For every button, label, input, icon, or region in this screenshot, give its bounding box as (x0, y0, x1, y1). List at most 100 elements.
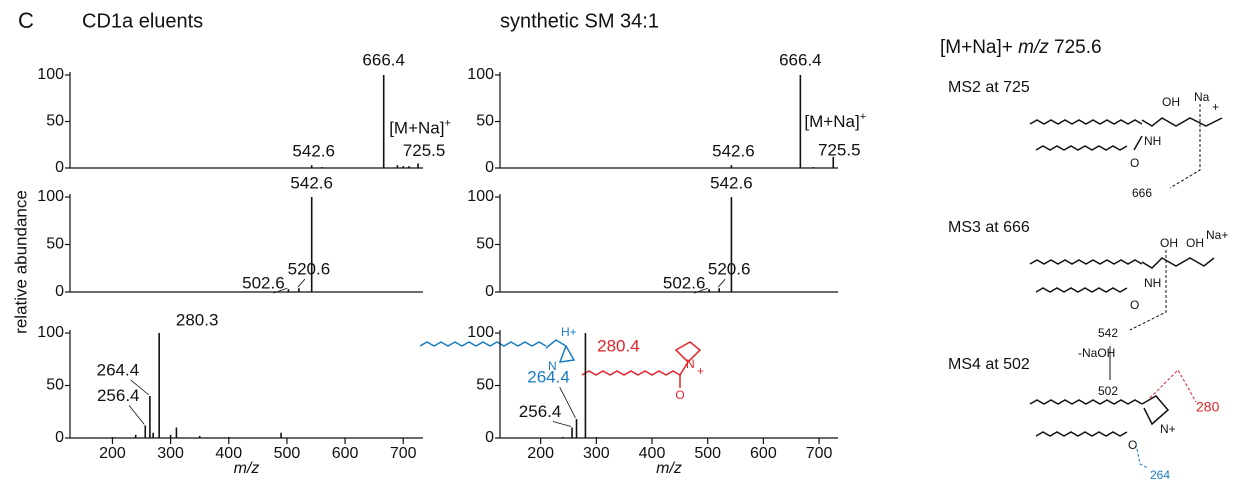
y-tick-label: 0 (485, 429, 494, 446)
annotation-text: [M+Na] (804, 112, 859, 131)
y-tick-label: 50 (476, 236, 494, 253)
y-axis-label: relative abundance (11, 190, 30, 334)
x-axis-label: m/z (656, 460, 682, 477)
x-tick-label: 600 (750, 445, 777, 462)
peak-label: 725.5 (818, 140, 861, 159)
annotation: [M+Na]+ (389, 117, 451, 138)
fragment-label: 502 (1098, 384, 1118, 398)
peak-label: 256.4 (97, 386, 140, 405)
atom-label: N (686, 357, 695, 371)
atom-label: O (675, 388, 684, 402)
x-tick-label: 200 (99, 445, 126, 462)
annotation: [M+Na]+ (804, 111, 866, 132)
leader-line (559, 386, 576, 419)
leader-line (694, 287, 709, 294)
peak-label: 264.4 (97, 360, 140, 379)
x-axis-label: m/z (234, 460, 260, 477)
annotation-sup: + (860, 111, 866, 123)
column-title: synthetic SM 34:1 (500, 10, 659, 32)
blue-ring (545, 339, 576, 363)
chain (1035, 431, 1128, 437)
panel-label: C (18, 8, 34, 33)
atom-label: O (1128, 438, 1137, 452)
atom-label: O (1130, 298, 1139, 312)
x-tick-label: 500 (274, 445, 301, 462)
leader-line (273, 287, 288, 294)
peak-label: 520.6 (288, 260, 331, 279)
x-tick-label: 500 (694, 445, 721, 462)
y-tick-label: 50 (476, 377, 494, 394)
leader-line (552, 421, 572, 427)
chain (1029, 119, 1143, 125)
fragment-label: 264 (1150, 468, 1170, 482)
scheme-title: [M+Na]+ m/z 725.6 (940, 37, 1102, 58)
peak-label: 280.3 (176, 310, 219, 329)
column-title: CD1a eluents (82, 10, 203, 32)
y-tick-label: 100 (467, 188, 494, 205)
leader-line (717, 278, 726, 288)
x-tick-label: 700 (390, 445, 417, 462)
leader-line (297, 278, 306, 288)
step-label: MS4 at 502 (948, 356, 1030, 373)
red-ring (674, 341, 702, 376)
leader-line (130, 379, 150, 396)
atom-label: + (697, 364, 704, 378)
atom-label: H+ (561, 325, 577, 339)
x-tick-label: 300 (583, 445, 610, 462)
atom-label: NH (1144, 276, 1161, 290)
backbone (1141, 257, 1215, 269)
x-tick-label: 400 (215, 445, 242, 462)
peak-label: 520.6 (708, 260, 751, 279)
peak-label: 666.4 (362, 50, 405, 69)
atom-label: N (548, 359, 557, 373)
atom-label: NH (1144, 134, 1161, 148)
blue-structure (419, 341, 547, 347)
y-tick-label: 0 (485, 283, 494, 300)
x-tick-label: 300 (157, 445, 184, 462)
step-label: MS3 at 666 (948, 219, 1030, 236)
annotation-text: [M+Na] (389, 119, 444, 138)
atom-label: Na+ (1206, 228, 1228, 242)
peak-label: 280.4 (597, 336, 640, 355)
y-tick-label: 50 (46, 377, 64, 394)
chain (1035, 287, 1128, 293)
loss-label: -NaOH (1078, 346, 1115, 360)
y-tick-label: 100 (467, 66, 494, 83)
chain (1029, 259, 1143, 265)
peak-label: 542.6 (712, 142, 755, 161)
peak-label: 725.5 (403, 141, 446, 160)
atom-label: OH (1162, 95, 1180, 109)
fragment-label: 542 (1098, 326, 1118, 340)
y-tick-label: 50 (46, 113, 64, 130)
y-tick-label: 100 (37, 66, 64, 83)
y-tick-label: 0 (55, 429, 64, 446)
fragment-label: 280 (1196, 399, 1220, 415)
peak-label: 502.6 (242, 274, 285, 293)
peak-label: 666.4 (779, 50, 822, 69)
atom-label: + (1212, 100, 1219, 114)
bond (1133, 135, 1143, 151)
y-tick-label: 100 (37, 188, 64, 205)
peak-label: 542.6 (710, 173, 753, 192)
x-tick-label: 600 (332, 445, 359, 462)
chain (1029, 399, 1143, 405)
atom-label: OH (1186, 236, 1204, 250)
fragment-arrow (1129, 250, 1167, 331)
peak-label: 264.4 (527, 368, 570, 387)
atom-label: Na (1194, 90, 1210, 104)
atom-label: O (1130, 156, 1139, 170)
backbone (1141, 117, 1223, 127)
y-tick-label: 100 (37, 324, 64, 341)
peak-label: 542.6 (290, 173, 333, 192)
peak-label: 502.6 (663, 274, 706, 293)
peak-label: 542.6 (292, 142, 335, 161)
x-tick-label: 700 (806, 445, 833, 462)
y-tick-label: 0 (485, 159, 494, 176)
annotation-sup: + (444, 117, 450, 129)
y-tick-label: 0 (55, 283, 64, 300)
atom-label: N+ (1160, 422, 1176, 436)
x-tick-label: 200 (527, 445, 554, 462)
atom-label: OH (1160, 236, 1178, 250)
y-tick-label: 100 (467, 324, 494, 341)
